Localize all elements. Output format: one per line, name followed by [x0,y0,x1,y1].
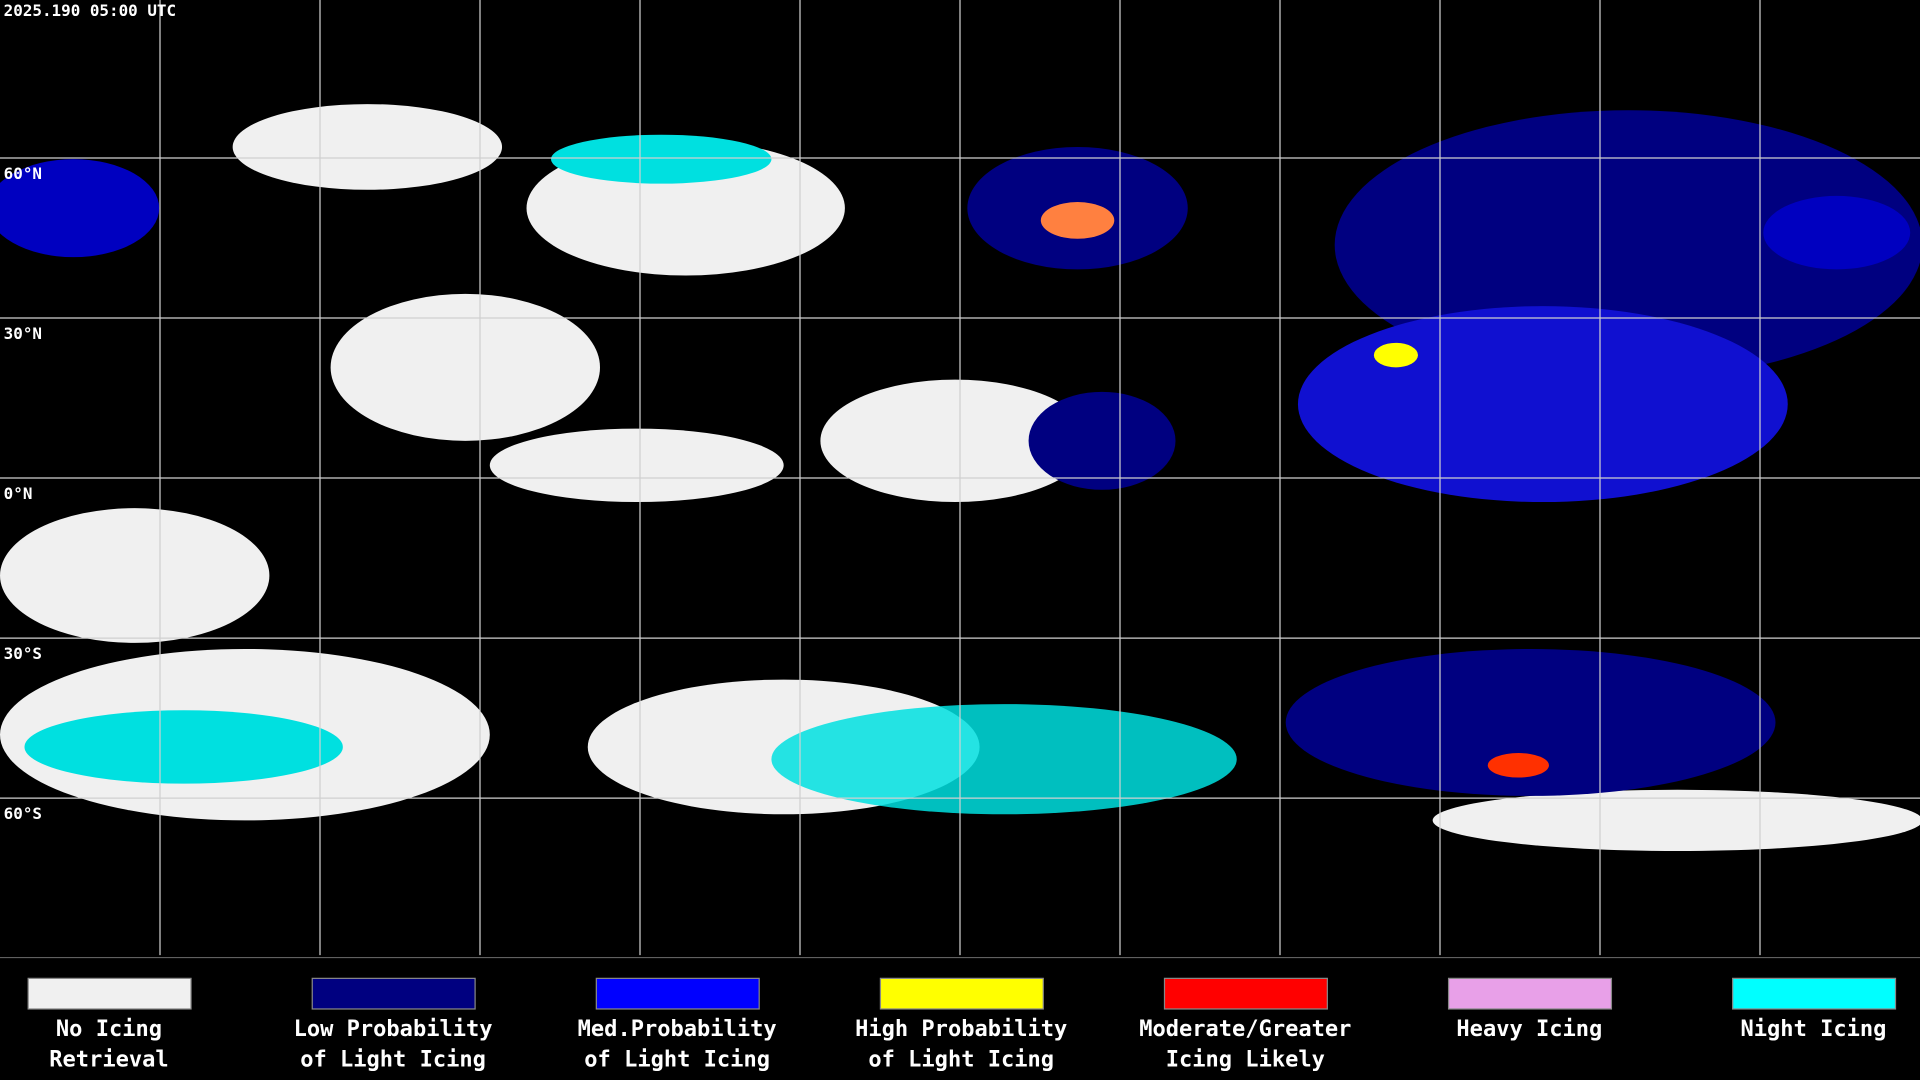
graticule: 60°N 30°N 0°N 30°S 60°S [0,0,1920,959]
legend-swatch [1447,977,1613,1010]
legend-label: Low Probability [294,1017,493,1042]
latitude-label: 30°S [4,644,42,663]
legend-swatch [311,977,476,1010]
latitude-label: 0°N [4,484,33,503]
legend: No Icing Retrieval Low Probability of Light… [27,977,1897,1073]
legend-label: of Light Icing [868,1048,1054,1073]
latitude-label: 60°N [4,164,42,183]
legend-swatch [27,977,192,1010]
legend-label: Moderate/Greater [1139,1017,1351,1042]
legend-swatch [879,977,1044,1010]
legend-label: No Icing [56,1017,162,1042]
latitude-label: 60°S [4,804,42,823]
legend-label: Med.Probability [578,1017,777,1042]
legend-label: Night Icing [1741,1017,1887,1042]
legend-label: Heavy Icing [1456,1017,1602,1042]
legend-swatch [1732,977,1897,1010]
cloud-field [0,104,1920,852]
latitude-label: 30°N [4,324,42,343]
legend-label: Retrieval [49,1048,168,1073]
timestamp: 2025.190 05:00 UTC [4,1,176,20]
legend-label: of Light Icing [584,1048,770,1073]
legend-swatch [595,977,760,1010]
legend-label: Icing Likely [1166,1048,1325,1073]
legend-label: of Light Icing [300,1048,486,1073]
legend-label: High Probability [855,1017,1067,1042]
legend-swatch [1163,977,1328,1010]
